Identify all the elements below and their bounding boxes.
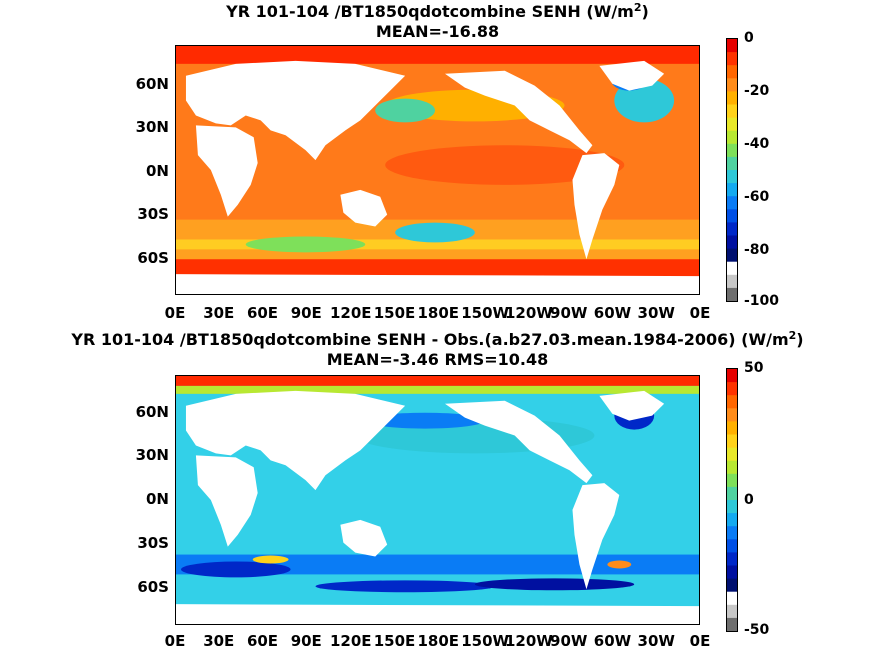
top-colorbar-segment (727, 274, 737, 289)
top-colorbar-segment (727, 104, 737, 119)
bottom-lon-label: 90E (290, 632, 322, 650)
top-lon-label: 30W (637, 304, 675, 322)
bottom-lon-label: 180E (417, 632, 460, 650)
bottom-colorbar-segment (727, 604, 737, 619)
bottom-map (175, 375, 700, 625)
bottom-colorbar-segment (727, 552, 737, 566)
top-colorbar-segment (727, 209, 737, 223)
top-colorbar-segment (727, 170, 737, 184)
top-colorbar-segment (727, 117, 737, 132)
top-subtitle: MEAN=-16.88 (375, 22, 500, 41)
top-lon-label: 0E (164, 304, 186, 322)
top-colorbar-segment (727, 52, 737, 66)
top-lon-label: 120E (330, 304, 372, 322)
bottom-lat-60n: 60N (135, 403, 169, 421)
top-lon-label: 180E (417, 304, 460, 322)
bottom-cb-tick: -50 (744, 622, 770, 638)
top-cb-tick: -80 (744, 242, 770, 258)
top-colorbar-segment (727, 222, 737, 236)
top-cb-tick: 0 (744, 30, 754, 46)
bottom-colorbar-segment (727, 369, 737, 383)
bottom-colorbar-segment (727, 591, 737, 606)
top-colorbar-segment (727, 248, 737, 263)
top-lon-label: 120W (505, 304, 553, 322)
bottom-title: YR 101-104 /BT1850qdotcombine SENH - Obs… (71, 329, 804, 349)
bottom-lon-label: 60E (246, 632, 279, 650)
top-colorbar-segment (727, 39, 737, 53)
top-lat-60s: 60S (137, 249, 169, 267)
bottom-lon-label: 150W (461, 632, 510, 650)
top-cb-tick: -60 (744, 189, 770, 205)
top-cb-tick: -20 (744, 83, 770, 99)
bottom-colorbar-segment (727, 617, 737, 631)
bottom-lon-label: 30W (637, 632, 675, 650)
bottom-lon-label: 90W (550, 632, 588, 650)
bottom-colorbar-segment (727, 408, 737, 422)
top-colorbar-segment (727, 287, 737, 301)
bottom-subtitle: MEAN=-3.46 RMS=10.48 (326, 350, 549, 369)
bottom-colorbar-segment (727, 500, 737, 514)
top-title: YR 101-104 /BT1850qdotcombine SENH (W/m2… (226, 1, 649, 21)
bottom-lon-label: 120W (505, 632, 553, 650)
top-lon-label: 150W (461, 304, 510, 322)
top-colorbar (726, 38, 738, 302)
bottom-lon-label: 60W (593, 632, 632, 650)
bottom-colorbar-segment (727, 513, 737, 527)
bottom-lat-0n: 0N (146, 490, 169, 508)
top-colorbar-segment (727, 183, 737, 197)
bottom-lon-label: 0E (164, 632, 186, 650)
top-lon-label: 60W (593, 304, 632, 322)
top-cb-tick: -40 (744, 136, 770, 152)
top-colorbar-segment (727, 261, 737, 276)
bottom-lat-30s: 30S (137, 534, 169, 552)
bottom-colorbar-segment (727, 447, 737, 462)
top-lat-60n: 60N (135, 75, 169, 93)
bottom-colorbar-segment (727, 473, 737, 488)
bottom-colorbar-segment (727, 539, 737, 553)
top-cb-tick: -100 (744, 293, 780, 309)
top-lon-label: 150E (373, 304, 416, 322)
bottom-lon-label: 0E (689, 632, 711, 650)
bottom-cb-tick: 0 (744, 492, 754, 508)
top-colorbar-segment (727, 235, 737, 250)
top-colorbar-segment (727, 196, 737, 210)
bottom-colorbar-segment (727, 434, 737, 449)
bottom-cb-tick: 50 (744, 360, 764, 376)
bottom-colorbar (726, 368, 738, 632)
bottom-colorbar-segment (727, 486, 737, 501)
bottom-colorbar-segment (727, 578, 737, 593)
top-colorbar-segment (727, 78, 737, 92)
top-lat-30s: 30S (137, 205, 169, 223)
bottom-lon-label: 30E (203, 632, 235, 650)
top-lon-label: 30E (203, 304, 235, 322)
bottom-colorbar-segment (727, 526, 737, 540)
bottom-colorbar-segment (727, 421, 737, 435)
bottom-colorbar-segment (727, 382, 737, 396)
top-colorbar-segment (727, 156, 737, 171)
top-colorbar-segment (727, 91, 737, 105)
top-lat-0n: 0N (146, 162, 169, 180)
bottom-colorbar-segment (727, 565, 737, 580)
top-lon-label: 90W (550, 304, 588, 322)
top-lon-label: 90E (290, 304, 322, 322)
top-lon-label: 60E (246, 304, 279, 322)
bottom-lat-60s: 60S (137, 578, 169, 596)
bottom-colorbar-segment (727, 460, 737, 475)
top-map (175, 45, 700, 295)
top-colorbar-segment (727, 143, 737, 158)
bottom-lon-label: 120E (330, 632, 372, 650)
top-lat-30n: 30N (135, 118, 169, 136)
top-lon-label: 0E (689, 304, 711, 322)
bottom-lon-label: 150E (373, 632, 416, 650)
top-colorbar-segment (727, 65, 737, 79)
bottom-lat-30n: 30N (135, 446, 169, 464)
bottom-colorbar-segment (727, 395, 737, 409)
top-colorbar-segment (727, 130, 737, 145)
